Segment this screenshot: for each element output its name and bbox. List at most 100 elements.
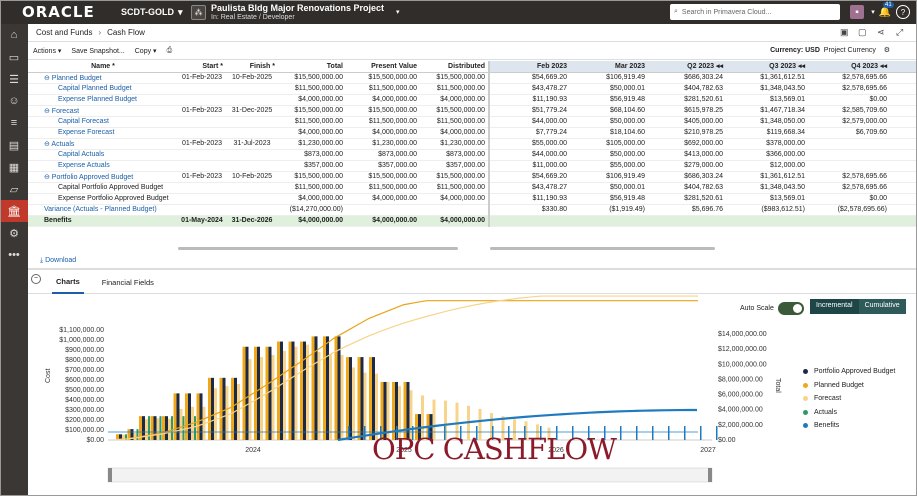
column-header[interactable]: Q3 2023 ◂◂	[726, 61, 808, 73]
table-row[interactable]: Expense Planned Budget $4,000,000.00 $4,00…	[28, 94, 488, 106]
table-row[interactable]: Expense Actuals $357,000.00 $357,000.00 $35…	[28, 160, 488, 172]
search-input[interactable]: ⌕ Search in Primavera Cloud...	[670, 4, 840, 20]
reports-icon[interactable]: ▦	[8, 161, 20, 174]
table-row[interactable]: $54,669.20 $106,919.49 $686,303.24 $1,361,6…	[490, 72, 917, 84]
row-name[interactable]: ⊖ Forecast	[28, 105, 178, 117]
download-link[interactable]: ⤓ Download	[40, 257, 77, 264]
collapse-icon[interactable]: −	[31, 274, 41, 284]
row-name[interactable]: ⊖ Actuals	[28, 138, 178, 150]
table-row[interactable]: $51,779.24 $68,104.60 $615,978.25 $1,467,71…	[490, 105, 917, 117]
expand-icon[interactable]: ⤢	[896, 27, 904, 37]
table-row[interactable]: $11,190.93 $56,919.48 $281,520.61 $13,569.0…	[490, 94, 917, 106]
table-row[interactable]: $43,478.27 $50,000.01 $404,782.63 $1,348,04…	[490, 83, 917, 95]
help-icon[interactable]: ?	[896, 5, 910, 19]
auto-scale-toggle[interactable]: Auto Scale	[740, 302, 804, 315]
row-name[interactable]: Expense Forecast	[28, 127, 178, 139]
legend-item[interactable]: Benefits	[803, 419, 895, 433]
column-header[interactable]: Q2 2023 ◂◂	[648, 61, 726, 73]
legend-item[interactable]: Planned Budget	[803, 379, 895, 393]
copy-menu[interactable]: Copy ▾	[134, 48, 157, 55]
row-name[interactable]: Capital Forecast	[28, 116, 178, 128]
table-row[interactable]: ⊖ Planned Budget 01-Feb-2023 10-Feb-2025 $1…	[28, 72, 488, 84]
row-name[interactable]: Expense Actuals	[28, 160, 178, 172]
column-header[interactable]: Mar 2023	[570, 61, 648, 73]
table-row[interactable]: Capital Forecast $11,500,000.00 $11,500,00…	[28, 116, 488, 128]
list-icon[interactable]: ☰	[9, 73, 19, 86]
document-icon[interactable]: ▤	[8, 139, 20, 152]
table-row[interactable]: $54,669.20 $106,919.49 $686,303.24 $1,361,6…	[490, 171, 917, 183]
row-name[interactable]: Capital Portfolio Approved Budget	[28, 182, 178, 194]
table-row[interactable]: $43,478.27 $50,000.01 $404,782.63 $1,348,04…	[490, 182, 917, 194]
table-row[interactable]: Expense Portfolio Approved Budget $4,000,…	[28, 193, 488, 205]
tab-charts[interactable]: Charts	[52, 271, 84, 294]
scroll-handle-left[interactable]	[108, 468, 112, 482]
row-name[interactable]: Capital Planned Budget	[28, 83, 178, 95]
scroll-handle-right[interactable]	[708, 468, 712, 482]
column-header[interactable]: Present Value	[346, 61, 420, 73]
tab-financial-fields[interactable]: Financial Fields	[101, 278, 154, 287]
table-row[interactable]: ⊖ Actuals 01-Feb-2023 31-Jul-2023 $1,230,00…	[28, 138, 488, 150]
cumulative-button[interactable]: Cumulative	[858, 299, 906, 314]
row-name[interactable]: Expense Planned Budget	[28, 94, 178, 106]
table-row[interactable]: Variance (Actuals - Planned Budget) ($14,…	[28, 204, 488, 216]
table-row[interactable]: $55,000.00 $105,000.00 $692,000.00 $378,000…	[490, 138, 917, 150]
table-row[interactable]: $44,000.00 $50,000.00 $413,000.00 $366,000.…	[490, 149, 917, 161]
table-row[interactable]: Expense Forecast $4,000,000.00 $4,000,000.…	[28, 127, 488, 139]
comment-icon[interactable]: ▢	[858, 27, 867, 37]
grid-scrollbar-left[interactable]	[178, 247, 458, 250]
column-header[interactable]: Finish *	[226, 61, 278, 73]
table-row[interactable]: ⊖ Forecast 01-Feb-2023 31-Dec-2025 $15,500,…	[28, 105, 488, 117]
column-header[interactable]: Distributed	[420, 61, 488, 73]
table-row[interactable]: $330.80 ($1,919.49) $5,696.76 ($983,612.51)…	[490, 204, 917, 216]
settings-icon[interactable]: ⚙	[883, 47, 890, 54]
tasks-icon[interactable]: ≡	[10, 117, 18, 129]
column-header[interactable]: Name *	[28, 61, 178, 73]
home-icon[interactable]: ⌂	[10, 29, 18, 41]
save-snapshot-button[interactable]: Save Snapshot...	[71, 47, 125, 55]
incremental-button[interactable]: Incremental	[810, 299, 859, 314]
print-icon[interactable]: ⎙	[166, 47, 173, 54]
grid-scrollbar-right[interactable]	[490, 247, 715, 250]
table-row[interactable]: $7,779.24 $18,104.60 $210,978.25 $119,668.3…	[490, 127, 917, 139]
more-icon[interactable]: •••	[8, 249, 20, 261]
row-name[interactable]: Expense Portfolio Approved Budget	[28, 193, 178, 205]
workspace-selector[interactable]: SCDT-GOLD ▾	[121, 6, 183, 18]
save-icon[interactable]: ▣	[840, 27, 849, 37]
gear-icon[interactable]: ⚙	[9, 227, 19, 240]
column-header[interactable]	[890, 61, 917, 73]
row-name[interactable]: Capital Actuals	[28, 149, 178, 161]
bank-icon[interactable]: 🏛	[0, 200, 28, 222]
dashboard-icon[interactable]: ▭	[8, 51, 20, 64]
table-row[interactable]: Capital Actuals $873,000.00 $873,000.00 $87…	[28, 149, 488, 161]
panel-divider[interactable]	[28, 268, 917, 270]
actions-menu[interactable]: Actions ▾	[33, 48, 62, 55]
bell-icon[interactable]: 🔔	[878, 6, 892, 18]
table-row[interactable]	[490, 215, 917, 227]
chevron-down-icon[interactable]: ▾	[871, 9, 875, 16]
table-row[interactable]: $11,190.93 $56,919.48 $281,520.61 $13,569.0…	[490, 193, 917, 205]
chevron-down-icon[interactable]: ▾	[396, 9, 400, 16]
table-row[interactable]: Benefits 01-May-2024 31-Dec-2026 $4,000,000…	[28, 215, 488, 227]
table-row[interactable]: $44,000.00 $50,000.00 $405,000.00 $1,348,05…	[490, 116, 917, 128]
legend-item[interactable]: Actuals	[803, 406, 895, 420]
row-name[interactable]: Variance (Actuals - Planned Budget)	[28, 204, 178, 216]
breadcrumb-cost-funds[interactable]: Cost and Funds	[36, 28, 93, 37]
toggle-switch[interactable]	[777, 302, 804, 315]
table-row[interactable]: ⊖ Portfolio Approved Budget 01-Feb-2023 10…	[28, 171, 488, 183]
column-header[interactable]: Feb 2023	[490, 61, 570, 73]
users-icon[interactable]: ☺	[8, 95, 20, 107]
row-name[interactable]: Benefits	[28, 215, 178, 227]
column-header[interactable]: Start *	[178, 61, 226, 73]
table-row[interactable]: $11,000.00 $55,000.00 $279,000.00 $12,000.0…	[490, 160, 917, 172]
chart-overview-scrollbar[interactable]	[107, 467, 713, 483]
folder-icon[interactable]: ▱	[9, 183, 19, 196]
legend-item[interactable]: Forecast	[803, 392, 895, 406]
table-row[interactable]: Capital Planned Budget $11,500,000.00 $11,…	[28, 83, 488, 95]
column-header[interactable]: Q4 2023 ◂◂	[808, 61, 890, 73]
project-selector[interactable]: ⁂ Paulista Bldg Major Renovations Projec…	[191, 3, 400, 22]
legend-item[interactable]: Portfolio Approved Budget	[803, 365, 895, 379]
avatar[interactable]: ▪	[850, 5, 864, 19]
row-name[interactable]: ⊖ Portfolio Approved Budget	[28, 171, 178, 183]
column-header[interactable]: Total	[278, 61, 346, 73]
table-row[interactable]: Capital Portfolio Approved Budget $11,500…	[28, 182, 488, 194]
